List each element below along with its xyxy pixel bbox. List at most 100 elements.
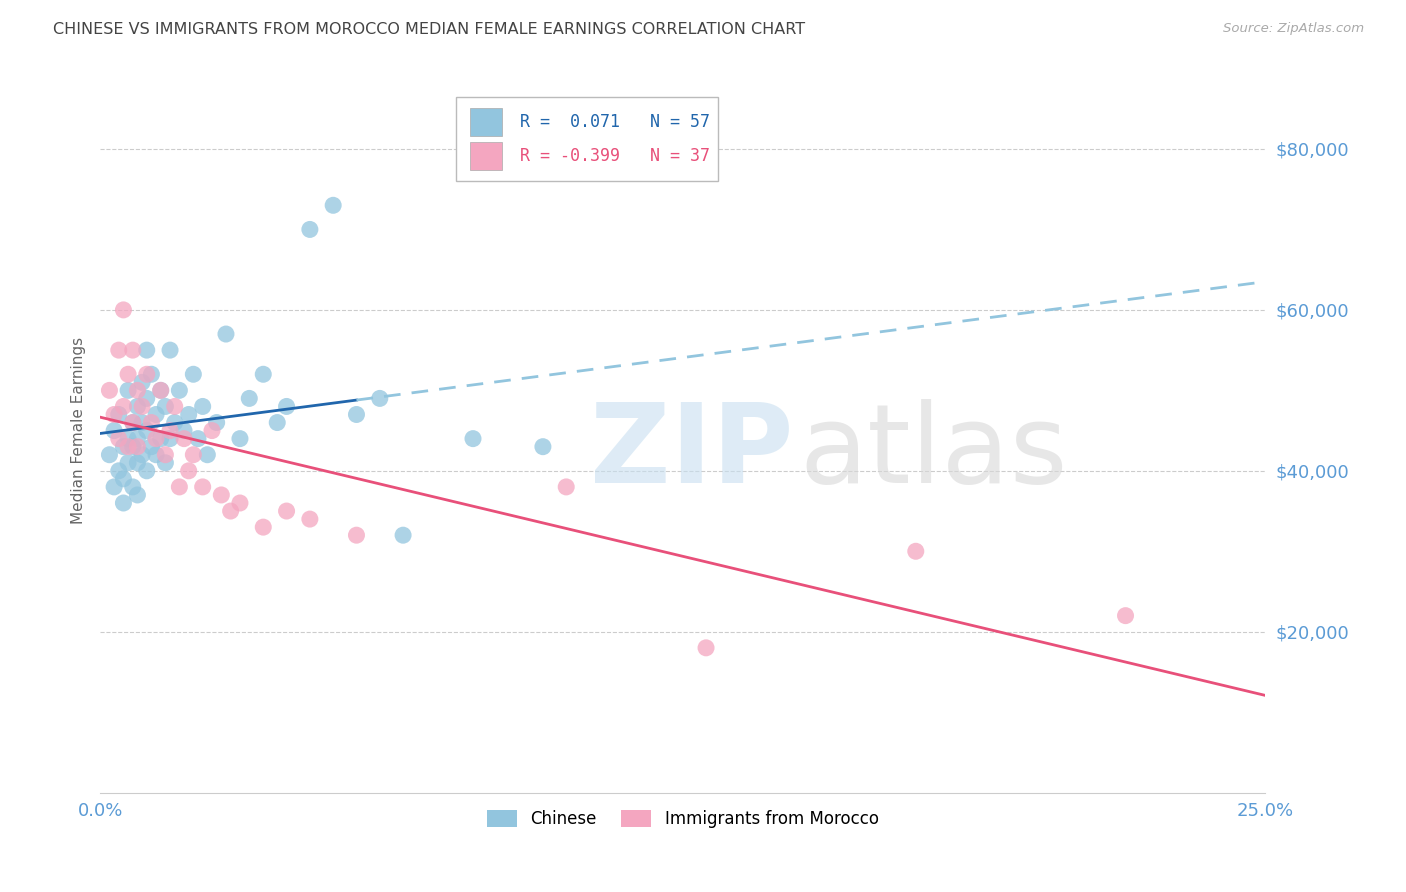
Point	[103, 480, 125, 494]
Point	[229, 496, 252, 510]
Point	[107, 464, 129, 478]
Point	[149, 384, 172, 398]
Point	[555, 480, 578, 494]
Point	[127, 432, 149, 446]
Point	[135, 343, 157, 358]
Point	[127, 488, 149, 502]
Text: atlas: atlas	[799, 399, 1067, 506]
Point	[904, 544, 927, 558]
Point	[131, 448, 153, 462]
Point	[177, 464, 200, 478]
Text: Source: ZipAtlas.com: Source: ZipAtlas.com	[1223, 22, 1364, 36]
Point	[131, 416, 153, 430]
Point	[121, 480, 143, 494]
Point	[107, 432, 129, 446]
Point	[145, 448, 167, 462]
Point	[117, 456, 139, 470]
Point	[98, 448, 121, 462]
Point	[229, 432, 252, 446]
Point	[117, 440, 139, 454]
Point	[121, 416, 143, 430]
Point	[322, 198, 344, 212]
Point	[135, 368, 157, 382]
Point	[112, 472, 135, 486]
Point	[252, 368, 274, 382]
Point	[183, 448, 205, 462]
Point	[531, 440, 554, 454]
Point	[141, 440, 163, 454]
FancyBboxPatch shape	[470, 143, 502, 169]
Point	[159, 343, 181, 358]
Point	[163, 400, 186, 414]
Text: R =  0.071   N = 57: R = 0.071 N = 57	[520, 113, 710, 131]
Point	[1115, 608, 1137, 623]
Point	[346, 528, 368, 542]
Point	[191, 400, 214, 414]
Point	[695, 640, 717, 655]
Legend: Chinese, Immigrants from Morocco: Chinese, Immigrants from Morocco	[479, 804, 886, 835]
Point	[346, 408, 368, 422]
Point	[127, 400, 149, 414]
Point	[159, 424, 181, 438]
Text: ZIP: ZIP	[589, 399, 793, 506]
Point	[117, 368, 139, 382]
Point	[127, 384, 149, 398]
Point	[131, 376, 153, 390]
Point	[461, 432, 484, 446]
Point	[191, 480, 214, 494]
Point	[195, 448, 218, 462]
Point	[276, 504, 298, 518]
Point	[173, 432, 195, 446]
Point	[201, 424, 224, 438]
Point	[131, 400, 153, 414]
Point	[155, 456, 177, 470]
Point	[252, 520, 274, 534]
Point	[155, 400, 177, 414]
Point	[238, 392, 260, 406]
FancyBboxPatch shape	[470, 108, 502, 136]
Point	[117, 432, 139, 446]
Point	[163, 416, 186, 430]
Point	[183, 368, 205, 382]
Point	[107, 408, 129, 422]
Point	[298, 512, 321, 526]
Point	[159, 432, 181, 446]
Point	[205, 416, 228, 430]
FancyBboxPatch shape	[456, 97, 717, 181]
Point	[209, 488, 232, 502]
Point	[145, 408, 167, 422]
Point	[112, 440, 135, 454]
Point	[392, 528, 415, 542]
Point	[149, 432, 172, 446]
Point	[121, 343, 143, 358]
Point	[149, 384, 172, 398]
Point	[187, 432, 209, 446]
Point	[127, 456, 149, 470]
Point	[103, 408, 125, 422]
Point	[215, 326, 238, 341]
Point	[135, 464, 157, 478]
Point	[155, 448, 177, 462]
Point	[117, 384, 139, 398]
Point	[112, 400, 135, 414]
Text: R = -0.399   N = 37: R = -0.399 N = 37	[520, 147, 710, 165]
Text: CHINESE VS IMMIGRANTS FROM MOROCCO MEDIAN FEMALE EARNINGS CORRELATION CHART: CHINESE VS IMMIGRANTS FROM MOROCCO MEDIA…	[53, 22, 806, 37]
Point	[121, 416, 143, 430]
Point	[103, 424, 125, 438]
Point	[135, 392, 157, 406]
Point	[173, 424, 195, 438]
Point	[276, 400, 298, 414]
Point	[219, 504, 242, 518]
Point	[135, 424, 157, 438]
Y-axis label: Median Female Earnings: Median Female Earnings	[72, 337, 86, 524]
Point	[145, 432, 167, 446]
Point	[98, 384, 121, 398]
Point	[141, 368, 163, 382]
Point	[298, 222, 321, 236]
Point	[169, 480, 191, 494]
Point	[368, 392, 391, 406]
Point	[141, 416, 163, 430]
Point	[112, 496, 135, 510]
Point	[266, 416, 288, 430]
Point	[112, 302, 135, 317]
